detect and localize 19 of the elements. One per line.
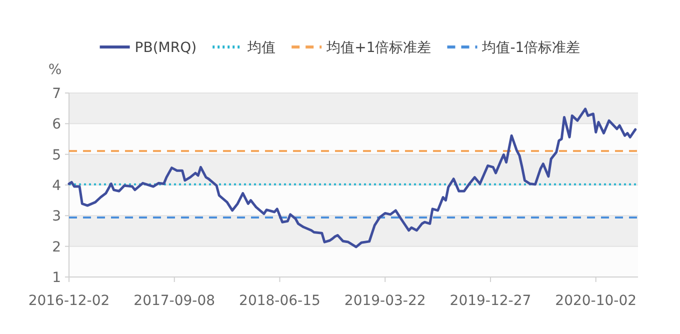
y-tick-label: 3 [52, 208, 61, 225]
legend-label: 均值+1倍标准差 [326, 40, 432, 56]
x-tick-label: 2017-09-08 [134, 293, 216, 309]
y-tick-label: 4 [52, 178, 62, 194]
x-tick-label: 2019-12-27 [450, 293, 532, 309]
x-tick-label: 2016-12-02 [28, 293, 110, 309]
legend-label: 均值 [246, 40, 276, 56]
y-tick-label: 6 [52, 116, 62, 133]
x-tick-label: 2020-10-02 [555, 293, 637, 309]
legend-label: PB(MRQ) [134, 40, 197, 56]
y-tick-label: 7 [52, 86, 61, 102]
x-tick-label: 2019-03-22 [344, 293, 426, 309]
y-tick-label: 2 [52, 239, 61, 256]
y-tick-label: 5 [52, 147, 61, 164]
y-axis-title: % [48, 62, 62, 78]
x-tick-label: 2018-06-15 [239, 293, 320, 309]
legend-label: 均值-1倍标准差 [481, 40, 580, 56]
line-series [68, 108, 637, 248]
y-tick-label: 1 [52, 270, 61, 286]
